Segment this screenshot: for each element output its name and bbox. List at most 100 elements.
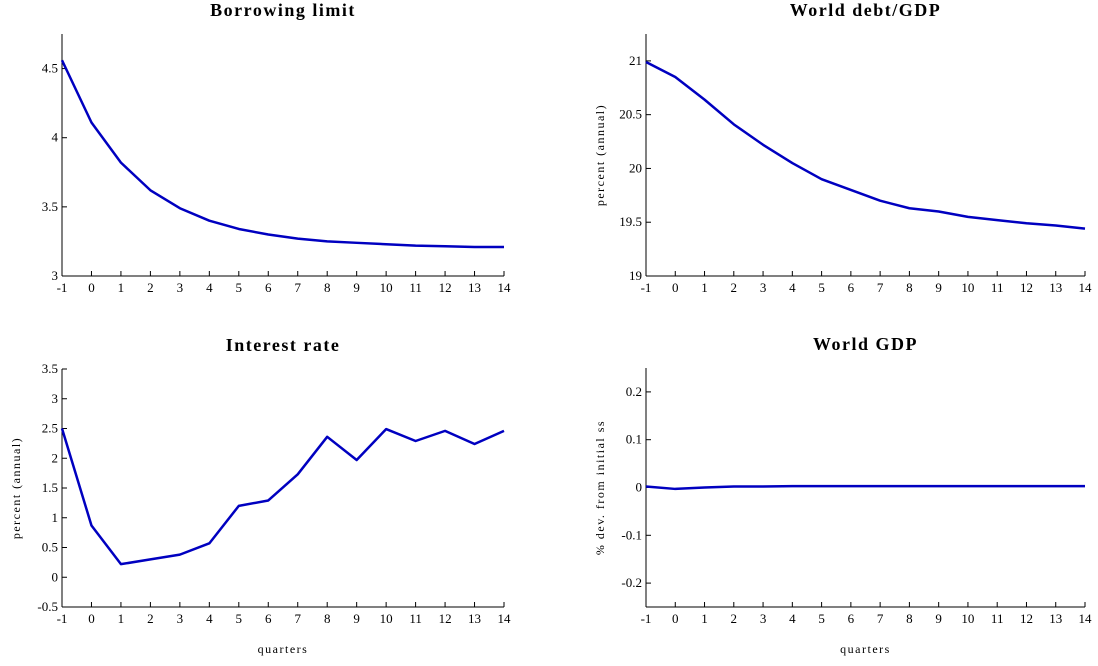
x-tick-label: 11 [409,611,422,626]
x-tick-label: 8 [906,611,913,626]
y-tick-label: 0.5 [42,540,58,555]
x-tick-label: 11 [991,280,1004,295]
x-tick-label: 1 [118,280,125,295]
x-tick-label: 3 [177,280,184,295]
x-tick-label: 6 [848,280,855,295]
y-tick-label: 1.5 [42,480,58,495]
x-tick-label: 4 [206,280,213,295]
line [645,484,1085,491]
line [60,427,505,566]
y-tick-label: -0.2 [621,575,642,590]
y-tick-label: 2.5 [42,421,58,436]
x-tick-label: 1 [701,280,708,295]
y-axis-label: % dev. from initial ss [593,420,607,555]
x-tick-label: 5 [818,611,825,626]
x-tick-label: 9 [353,280,360,295]
y-tick-label: 20 [629,160,642,175]
x-tick-label: 0 [88,611,95,626]
x-tick-label: 2 [147,611,154,626]
line [60,59,504,249]
y-tick-label: 4 [52,130,59,145]
x-tick-label: 5 [818,280,825,295]
x-tick-label: 6 [265,280,272,295]
x-tick-label: 12 [439,611,452,626]
x-tick-label: 10 [380,280,393,295]
x-tick-label: 3 [177,611,184,626]
x-tick-label: 2 [731,280,738,295]
x-tick-label: 12 [439,280,452,295]
chart-title: World GDP [813,334,918,354]
x-tick-label: 10 [961,280,974,295]
x-tick-label: 14 [498,611,512,626]
x-tick-label: 14 [1079,280,1093,295]
y-axis-label: percent (annual) [593,104,607,206]
y-tick-label: 0.2 [626,384,642,399]
x-tick-label: 9 [935,611,942,626]
y-tick-label: -0.5 [37,599,58,614]
x-tick-label: 5 [236,280,243,295]
x-tick-label: 8 [324,280,331,295]
x-tick-label: 2 [147,280,154,295]
x-tick-label: 8 [324,611,331,626]
y-axis-label: percent (annual) [9,437,23,539]
y-tick-label: 19 [629,268,642,283]
x-tick-label: 12 [1020,280,1033,295]
y-tick-label: 3 [52,391,59,406]
x-tick-label: -1 [57,280,68,295]
y-tick-label: 0.1 [626,432,642,447]
x-tick-label: 4 [206,611,213,626]
x-tick-label: 0 [672,611,679,626]
y-tick-label: 0 [52,569,59,584]
chart-title: World debt/GDP [790,0,942,20]
x-tick-label: 7 [294,280,301,295]
y-tick-label: 20.5 [619,107,642,122]
y-tick-label: 19.5 [619,214,642,229]
y-tick-label: 3 [52,268,59,283]
x-tick-label: 9 [935,280,942,295]
x-tick-label: 1 [701,611,708,626]
x-tick-label: 4 [789,611,796,626]
x-tick-label: -1 [641,611,652,626]
x-tick-label: 9 [353,611,360,626]
x-tick-label: 6 [848,611,855,626]
y-tick-label: 3.5 [42,361,58,376]
x-tick-label: 5 [236,611,243,626]
x-tick-label: 2 [731,611,738,626]
x-tick-label: 10 [961,611,974,626]
x-tick-label: 4 [789,280,796,295]
x-axis-label: quarters [258,642,309,656]
x-tick-label: 3 [760,611,767,626]
x-tick-label: 10 [380,611,393,626]
y-tick-label: 0 [636,480,643,495]
chart-title: Interest rate [226,335,341,355]
x-tick-label: -1 [641,280,652,295]
x-tick-label: 11 [991,611,1004,626]
x-tick-label: 12 [1020,611,1033,626]
x-tick-label: 7 [294,611,301,626]
x-tick-label: 0 [88,280,95,295]
x-tick-label: 14 [498,280,512,295]
y-tick-label: -0.1 [621,527,642,542]
x-tick-label: 13 [468,280,481,295]
y-tick-label: 4.5 [42,61,58,76]
y-tick-label: 3.5 [42,199,58,214]
x-tick-label: 8 [906,280,913,295]
x-axis-label: quarters [840,642,891,656]
x-tick-label: 3 [760,280,767,295]
x-tick-label: 11 [409,280,422,295]
y-tick-label: 2 [52,450,59,465]
line [645,60,1086,230]
y-tick-label: 1 [52,510,59,525]
x-tick-label: 13 [1049,611,1062,626]
x-tick-label: 0 [672,280,679,295]
y-tick-label: 21 [629,53,642,68]
x-tick-label: 13 [1049,280,1062,295]
x-tick-label: -1 [57,611,68,626]
chart-title: Borrowing limit [210,0,356,20]
x-tick-label: 7 [877,611,884,626]
x-tick-label: 6 [265,611,272,626]
x-tick-label: 7 [877,280,884,295]
x-tick-label: 1 [118,611,125,626]
